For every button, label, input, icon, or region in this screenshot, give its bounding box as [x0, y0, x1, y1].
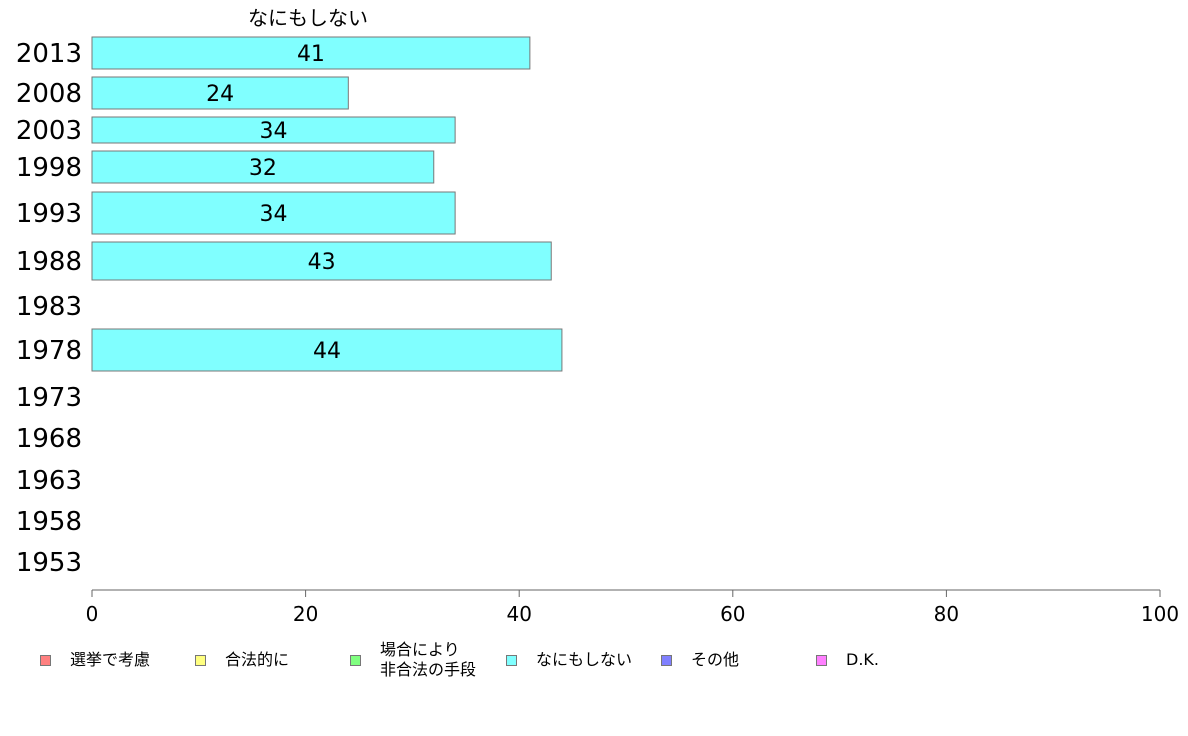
legend-label: D.K.: [846, 650, 879, 669]
bar-value-label-2003: 34: [260, 119, 288, 144]
bar-1978: [91, 328, 563, 372]
legend-swatch: [506, 655, 517, 666]
category-label-2003: 2003: [16, 116, 82, 146]
bar-1998: [91, 150, 435, 184]
bar-value-label-1998: 32: [249, 156, 277, 181]
legend-label: なにもしない: [536, 650, 633, 669]
category-label-1958: 1958: [16, 507, 82, 537]
x-tick-label-20: 20: [293, 602, 318, 626]
category-label-1988: 1988: [16, 247, 82, 277]
category-labels: 2013 2008 2003 1998 1993 1988 1983 1978 1973 1968…: [16, 39, 82, 578]
bar-chart: なにもしない 2013 2008 2003 1998 1993 1988 1983 1978 1…: [16, 6, 1179, 626]
category-label-2008: 2008: [16, 79, 82, 109]
x-tick-label-0: 0: [86, 602, 99, 626]
legend-swatch: [40, 655, 51, 666]
legend-item: その他: [661, 650, 739, 670]
bars: [91, 36, 563, 372]
category-label-1968: 1968: [16, 424, 82, 454]
category-label-1983: 1983: [16, 292, 82, 322]
legend-label: その他: [691, 650, 740, 669]
legend-swatch: [195, 655, 206, 666]
x-tick-label-80: 80: [934, 602, 959, 626]
category-label-2013: 2013: [16, 39, 82, 69]
bar-value-labels: 41 24 34 32 34 43 44: [206, 42, 341, 364]
bar-value-label-2013: 41: [297, 42, 325, 67]
category-label-1963: 1963: [16, 466, 82, 496]
legend-item: D.K.: [816, 650, 879, 670]
legend-item: なにもしない: [506, 650, 632, 670]
category-label-1953: 1953: [16, 548, 82, 578]
legend-item: 場合により 非合法の手段: [350, 640, 476, 680]
bar-value-label-2008: 24: [206, 82, 234, 107]
legend-label: 合法的に: [225, 650, 290, 669]
x-axis-ticks: 0 20 40 60 80 100: [86, 590, 1179, 626]
bar-2013: [91, 36, 531, 70]
legend-swatch: [350, 655, 361, 666]
category-label-1978: 1978: [16, 336, 82, 366]
legend-item: 合法的に: [195, 650, 289, 670]
legend-swatch: [816, 655, 827, 666]
legend-label: 場合により 非合法の手段: [380, 640, 477, 679]
bar-value-label-1988: 43: [308, 250, 336, 275]
bar-2008: [91, 76, 349, 110]
bar-1988: [91, 241, 552, 281]
legend-item: 選挙で考慮: [40, 650, 150, 670]
bar-value-label-1993: 34: [260, 202, 288, 227]
series-title: なにもしない: [248, 6, 368, 30]
category-label-1993: 1993: [16, 199, 82, 229]
bar-1993: [91, 191, 456, 235]
x-tick-label-100: 100: [1141, 602, 1179, 626]
legend-label: 選挙で考慮: [70, 650, 151, 669]
legend: 選挙で考慮 合法的に 場合により 非合法の手段 なにもしない その他 D.K.: [0, 640, 1188, 700]
legend-swatch: [661, 655, 672, 666]
bar-value-label-1978: 44: [313, 339, 341, 364]
bar-2003: [91, 116, 456, 144]
category-label-1998: 1998: [16, 153, 82, 183]
x-tick-label-40: 40: [506, 602, 531, 626]
category-label-1973: 1973: [16, 383, 82, 413]
x-tick-label-60: 60: [720, 602, 745, 626]
